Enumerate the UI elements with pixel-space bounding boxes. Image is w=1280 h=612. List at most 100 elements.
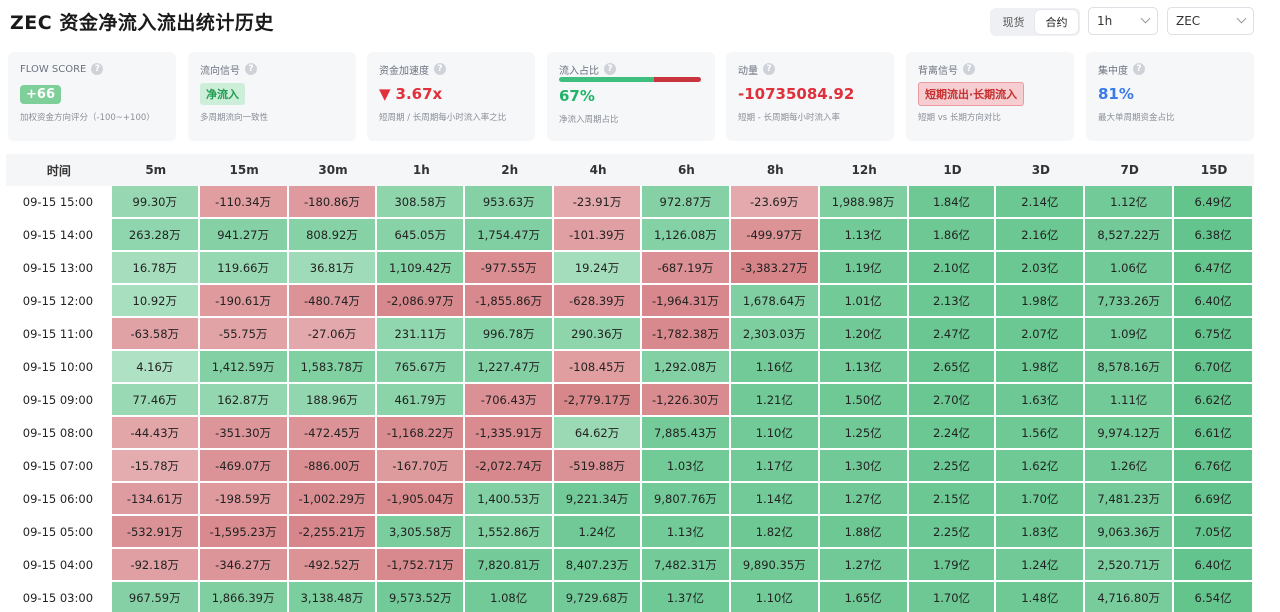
card-description: 加权资金方向评分（-100~+100） (20, 113, 155, 123)
row-time: 09-15 12:00 (6, 285, 112, 318)
flow-cell: -23.91万 (554, 186, 642, 219)
flow-cell: -134.61万 (111, 483, 200, 516)
flow-cell: 3,138.48万 (288, 582, 378, 612)
futures-tab[interactable]: 合约 (1035, 10, 1078, 34)
flow-cell: 461.79万 (377, 384, 466, 417)
flow-cell: -1,168.22万 (377, 417, 466, 450)
flow-cell: 308.58万 (377, 186, 466, 219)
header-period: 15m (229, 163, 259, 177)
flow-cell: -351.30万 (199, 417, 289, 450)
flow-cell: -2,779.17万 (554, 384, 642, 417)
card-description: 短期 vs 长期方向对比 (918, 113, 1001, 123)
flow-cell: 7.05亿 (1174, 516, 1255, 549)
flow-cell: 2.10亿 (908, 252, 997, 285)
flow-cell: 2,520.71万 (1085, 549, 1175, 582)
flow-cell: 1,678.64万 (730, 285, 820, 318)
flow-cell: 6.70亿 (1174, 351, 1255, 384)
flow-cell: -1,595.23万 (199, 516, 289, 549)
help-icon[interactable]: ? (604, 63, 616, 75)
help-icon[interactable]: ? (1133, 63, 1145, 75)
flow-cell: 4,716.80万 (1085, 582, 1175, 612)
spot-tab[interactable]: 现货 (1002, 16, 1025, 29)
flow-cell: -1,002.29万 (288, 483, 378, 516)
flow-cell: 188.96万 (288, 384, 378, 417)
flow-cell: -2,086.97万 (377, 285, 466, 318)
flow-cell: 1,583.78万 (288, 351, 378, 384)
table-row: 09-15 10:00 4.16万 1,412.59万 1,583.78万 765.67… (6, 351, 1255, 384)
help-icon[interactable]: ? (763, 63, 775, 75)
flow-cell: 2.13亿 (908, 285, 997, 318)
flow-cell: 16.78万 (111, 252, 200, 285)
flow-cell: 9,807.76万 (641, 483, 731, 516)
interval-select-value: 1h (1097, 14, 1113, 28)
flow-cell: 1.63亿 (996, 384, 1086, 417)
row-time: 09-15 06:00 (6, 483, 112, 516)
header-period: 1D (943, 163, 962, 177)
flow-cell: -101.39万 (554, 219, 642, 252)
flow-cell: 1,988.98万 (819, 186, 909, 219)
row-time: 09-15 05:00 (6, 516, 112, 549)
table-header-row: 时间 5m 15m 30m 1h 2h 4h 6h 8h 12h 1D 3D 7D 15D (6, 154, 1254, 186)
flow-score-card: FLOW SCORE? +66 加权资金方向评分（-100~+100） (8, 52, 176, 141)
flow-cell: -1,782.38万 (641, 318, 731, 351)
table-row: 09-15 05:00 -532.91万 -1,595.23万 -2,255.21万 3… (6, 516, 1255, 549)
flow-cell: -167.70万 (377, 450, 466, 483)
flow-cell: 2.14亿 (996, 186, 1086, 219)
flow-cell: 1.13亿 (819, 219, 909, 252)
flow-cell: 7,481.23万 (1085, 483, 1175, 516)
header-time: 时间 (46, 163, 71, 178)
flow-cell: 1.24亿 (554, 516, 642, 549)
table-row: 09-15 12:00 10.92万 -190.61万 -480.74万 -2,086.… (6, 285, 1255, 318)
symbol-select[interactable]: ZEC (1167, 7, 1254, 35)
card-label: 流入占比 (559, 65, 599, 77)
flow-cell: 1.70亿 (996, 483, 1086, 516)
header-period: 12h (851, 163, 877, 177)
down-arrow-icon: ▼ (379, 85, 391, 103)
flow-cell: 996.78万 (465, 318, 555, 351)
flow-cell: -687.19万 (641, 252, 731, 285)
flow-cell: 1.12亿 (1085, 186, 1175, 219)
card-description: 净流入周期占比 (559, 115, 619, 125)
flow-cell: 1,292.08万 (641, 351, 731, 384)
flow-cell: 263.28万 (111, 219, 200, 252)
flow-cell: 64.62万 (554, 417, 642, 450)
card-label: 背离信号 (918, 65, 958, 77)
flow-cell: 2.15亿 (908, 483, 997, 516)
help-icon[interactable]: ? (434, 63, 446, 75)
flow-cell: 2.25亿 (908, 516, 997, 549)
flow-cell: -3,383.27万 (730, 252, 820, 285)
flow-cell: 9,890.35万 (730, 549, 820, 582)
help-icon[interactable]: ? (245, 63, 257, 75)
card-description: 短期 - 长周期每小时流入率 (738, 113, 840, 123)
flow-cell: 6.62亿 (1174, 384, 1255, 417)
flow-signal-badge: 净流入 (200, 83, 245, 105)
flow-cell: 6.40亿 (1174, 285, 1255, 318)
flow-cell: 2,303.03万 (730, 318, 820, 351)
interval-select[interactable]: 1h (1088, 7, 1158, 35)
flow-cell: 8,578.16万 (1085, 351, 1175, 384)
flow-cell: 1,400.53万 (465, 483, 555, 516)
help-icon[interactable]: ? (963, 63, 975, 75)
flow-cell: 231.11万 (377, 318, 466, 351)
table-row: 09-15 09:00 77.46万 162.87万 188.96万 461.79万 -7… (6, 384, 1255, 417)
flow-cell: -198.59万 (199, 483, 289, 516)
flow-cell: -472.45万 (288, 417, 378, 450)
flow-cell: 1.09亿 (1085, 318, 1175, 351)
flow-cell: -492.52万 (288, 549, 378, 582)
help-icon[interactable]: ? (91, 63, 104, 75)
table-row: 09-15 06:00 -134.61万 -198.59万 -1,002.29万 -1,… (6, 483, 1255, 516)
flow-cell: 972.87万 (641, 186, 731, 219)
flow-cell: 1.08亿 (465, 582, 555, 612)
card-label: 流向信号 (200, 65, 240, 77)
table-body: 09-15 15:00 99.30万 -110.34万 -180.86万 308.58万… (6, 186, 1255, 612)
table-row: 09-15 13:00 16.78万 119.66万 36.81万 1,109.42万 -… (6, 252, 1255, 285)
flow-cell: 7,733.26万 (1085, 285, 1175, 318)
table-row: 09-15 08:00 -44.43万 -351.30万 -472.45万 -1,168… (6, 417, 1255, 450)
row-time: 09-15 10:00 (6, 351, 112, 384)
flow-cell: 645.05万 (377, 219, 466, 252)
concentration-value: 81% (1098, 85, 1134, 103)
flow-cell: 290.36万 (554, 318, 642, 351)
flow-cell: 1.37亿 (641, 582, 731, 612)
flow-cell: -346.27万 (199, 549, 289, 582)
flow-cell: 6.75亿 (1174, 318, 1255, 351)
